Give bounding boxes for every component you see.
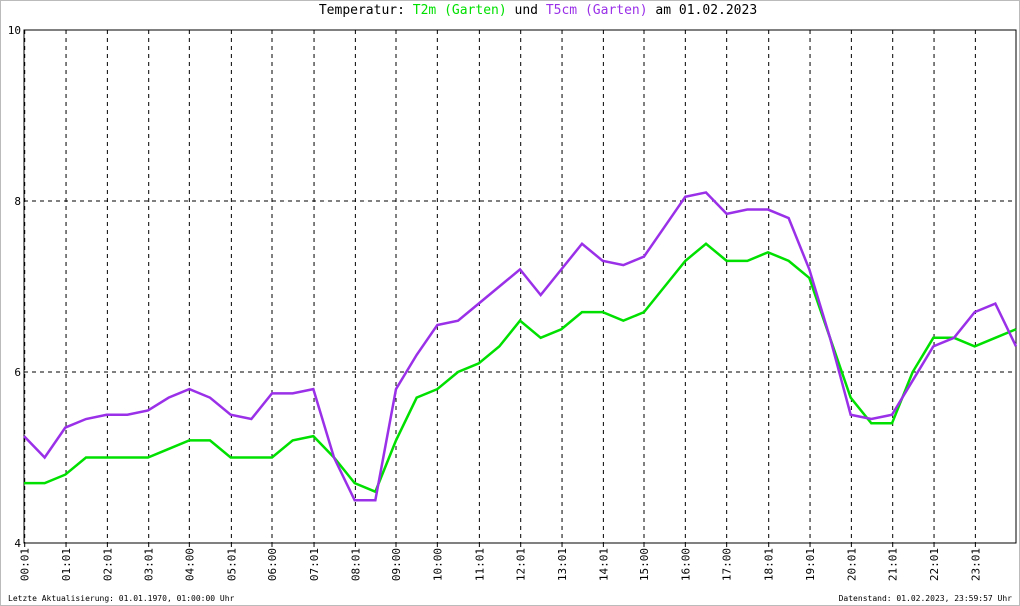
series-line [23,191,1018,502]
x-tick-label: 06:00 [266,548,279,581]
x-tick-label: 00:01 [19,548,32,581]
title-series: T2m (Garten) [413,3,507,18]
y-tick-label: 10 [8,24,21,37]
x-tick-label: 07:01 [308,548,321,581]
chart-title: Temperatur: T2m (Garten) und T5cm (Garte… [319,3,757,18]
series-line [24,242,1017,494]
x-tick-label: 12:01 [515,548,528,581]
x-tick-label: 15:00 [638,548,651,581]
x-tick-label: 16:00 [679,548,692,581]
x-tick-label: 05:01 [225,548,238,581]
title-join: und [515,3,538,18]
title-date: am 01.02.2023 [655,3,757,18]
x-tick-label: 03:01 [143,548,156,581]
x-tick-label: 02:01 [101,548,114,581]
title-prefix: Temperatur: [319,3,405,18]
x-tick-label: 11:01 [473,548,486,581]
x-tick-label: 13:01 [556,548,569,581]
x-tick-label: 21:01 [887,548,900,581]
x-tick-label: 22:01 [928,548,941,581]
x-tick-label: 19:01 [804,548,817,581]
y-tick-label: 6 [14,366,21,379]
x-tick-label: 17:00 [721,548,734,581]
x-tick-label: 01:01 [60,548,73,581]
x-tick-label: 10:00 [431,548,444,581]
x-tick-label: 08:01 [349,548,362,581]
x-tick-label: 09:00 [390,548,403,581]
plot-area [23,29,1017,544]
footer-left: Letzte Aktualisierung: 01.01.1970, 01:00… [8,594,235,603]
y-tick-label: 8 [14,195,21,208]
x-tick-label: 20:01 [845,548,858,581]
title-series: T5cm (Garten) [546,3,648,18]
x-tick-label: 23:01 [969,548,982,581]
footer-right: Datenstand: 01.02.2023, 23:59:57 Uhr [839,594,1013,603]
x-tick-label: 18:01 [763,548,776,581]
y-tick-label: 4 [14,537,21,550]
x-tick-label: 04:00 [183,548,196,581]
x-tick-label: 14:01 [597,548,610,581]
